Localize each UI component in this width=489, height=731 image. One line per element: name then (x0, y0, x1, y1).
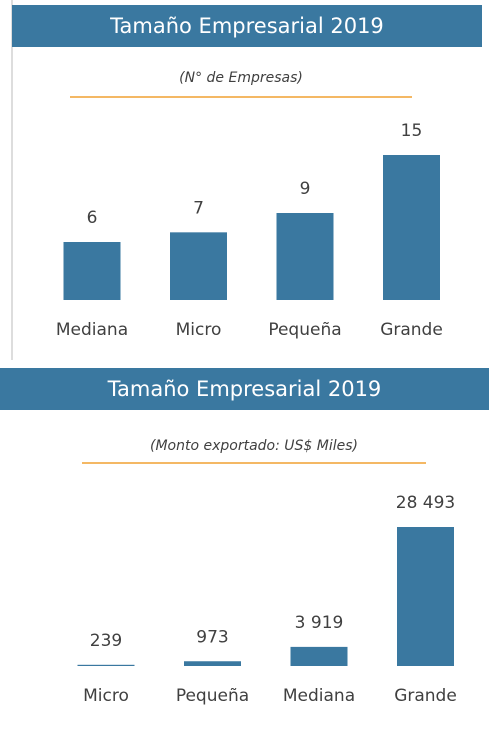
header-bar (0, 368, 489, 410)
chart-subtitle: (Monto exportado: US$ Miles) (150, 438, 358, 454)
bar (170, 232, 227, 300)
bar (290, 646, 348, 666)
data-label: 7 (193, 198, 204, 218)
data-label: 9 (300, 179, 311, 199)
chart-title: Tamaño Empresarial 2019 (109, 14, 384, 38)
bar (63, 242, 121, 300)
data-label: 6 (87, 208, 98, 228)
data-label: 973 (196, 627, 228, 647)
x-tick-label: Grande (394, 686, 457, 706)
data-label: 15 (401, 121, 423, 141)
x-tick-label: Mediana (283, 686, 355, 706)
header-bar (12, 5, 482, 47)
data-label: 28 493 (396, 493, 455, 513)
chart-title: Tamaño Empresarial 2019 (107, 377, 382, 401)
x-tick-label: Micro (176, 320, 222, 340)
bar (397, 527, 454, 666)
data-label: 239 (90, 631, 122, 651)
data-label: 3 919 (295, 613, 344, 633)
bar (77, 664, 135, 666)
bar (276, 213, 334, 300)
x-tick-label: Pequeña (268, 320, 341, 340)
x-tick-label: Pequeña (176, 686, 249, 706)
x-tick-label: Mediana (56, 320, 128, 340)
bar (184, 661, 241, 666)
x-tick-label: Grande (380, 320, 443, 340)
bar (383, 155, 440, 300)
x-tick-label: Micro (83, 686, 129, 706)
chart-subtitle: (N° de Empresas) (179, 70, 303, 86)
